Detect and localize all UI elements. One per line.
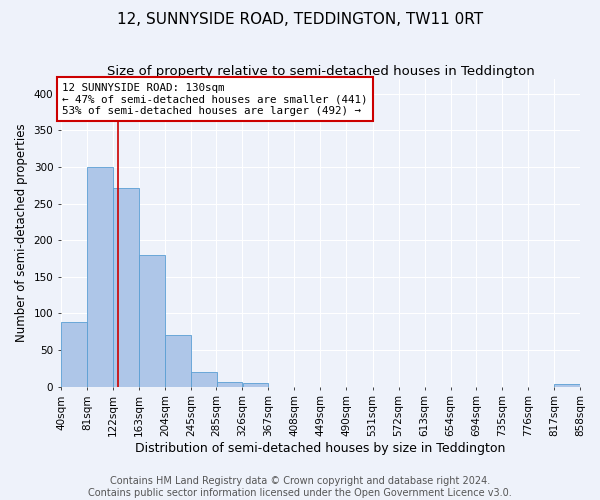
Bar [87, 167, 113, 386]
Bar [242, 383, 268, 386]
Bar [554, 384, 580, 386]
Bar [113, 188, 139, 386]
Y-axis label: Number of semi-detached properties: Number of semi-detached properties [15, 124, 28, 342]
Bar [217, 382, 242, 386]
Bar [165, 336, 191, 386]
X-axis label: Distribution of semi-detached houses by size in Teddington: Distribution of semi-detached houses by … [135, 442, 506, 455]
Text: Contains HM Land Registry data © Crown copyright and database right 2024.
Contai: Contains HM Land Registry data © Crown c… [88, 476, 512, 498]
Bar [61, 322, 87, 386]
Text: 12 SUNNYSIDE ROAD: 130sqm
← 47% of semi-detached houses are smaller (441)
53% of: 12 SUNNYSIDE ROAD: 130sqm ← 47% of semi-… [62, 83, 368, 116]
Bar [139, 255, 165, 386]
Bar [191, 372, 217, 386]
Text: 12, SUNNYSIDE ROAD, TEDDINGTON, TW11 0RT: 12, SUNNYSIDE ROAD, TEDDINGTON, TW11 0RT [117, 12, 483, 28]
Title: Size of property relative to semi-detached houses in Teddington: Size of property relative to semi-detach… [107, 65, 535, 78]
